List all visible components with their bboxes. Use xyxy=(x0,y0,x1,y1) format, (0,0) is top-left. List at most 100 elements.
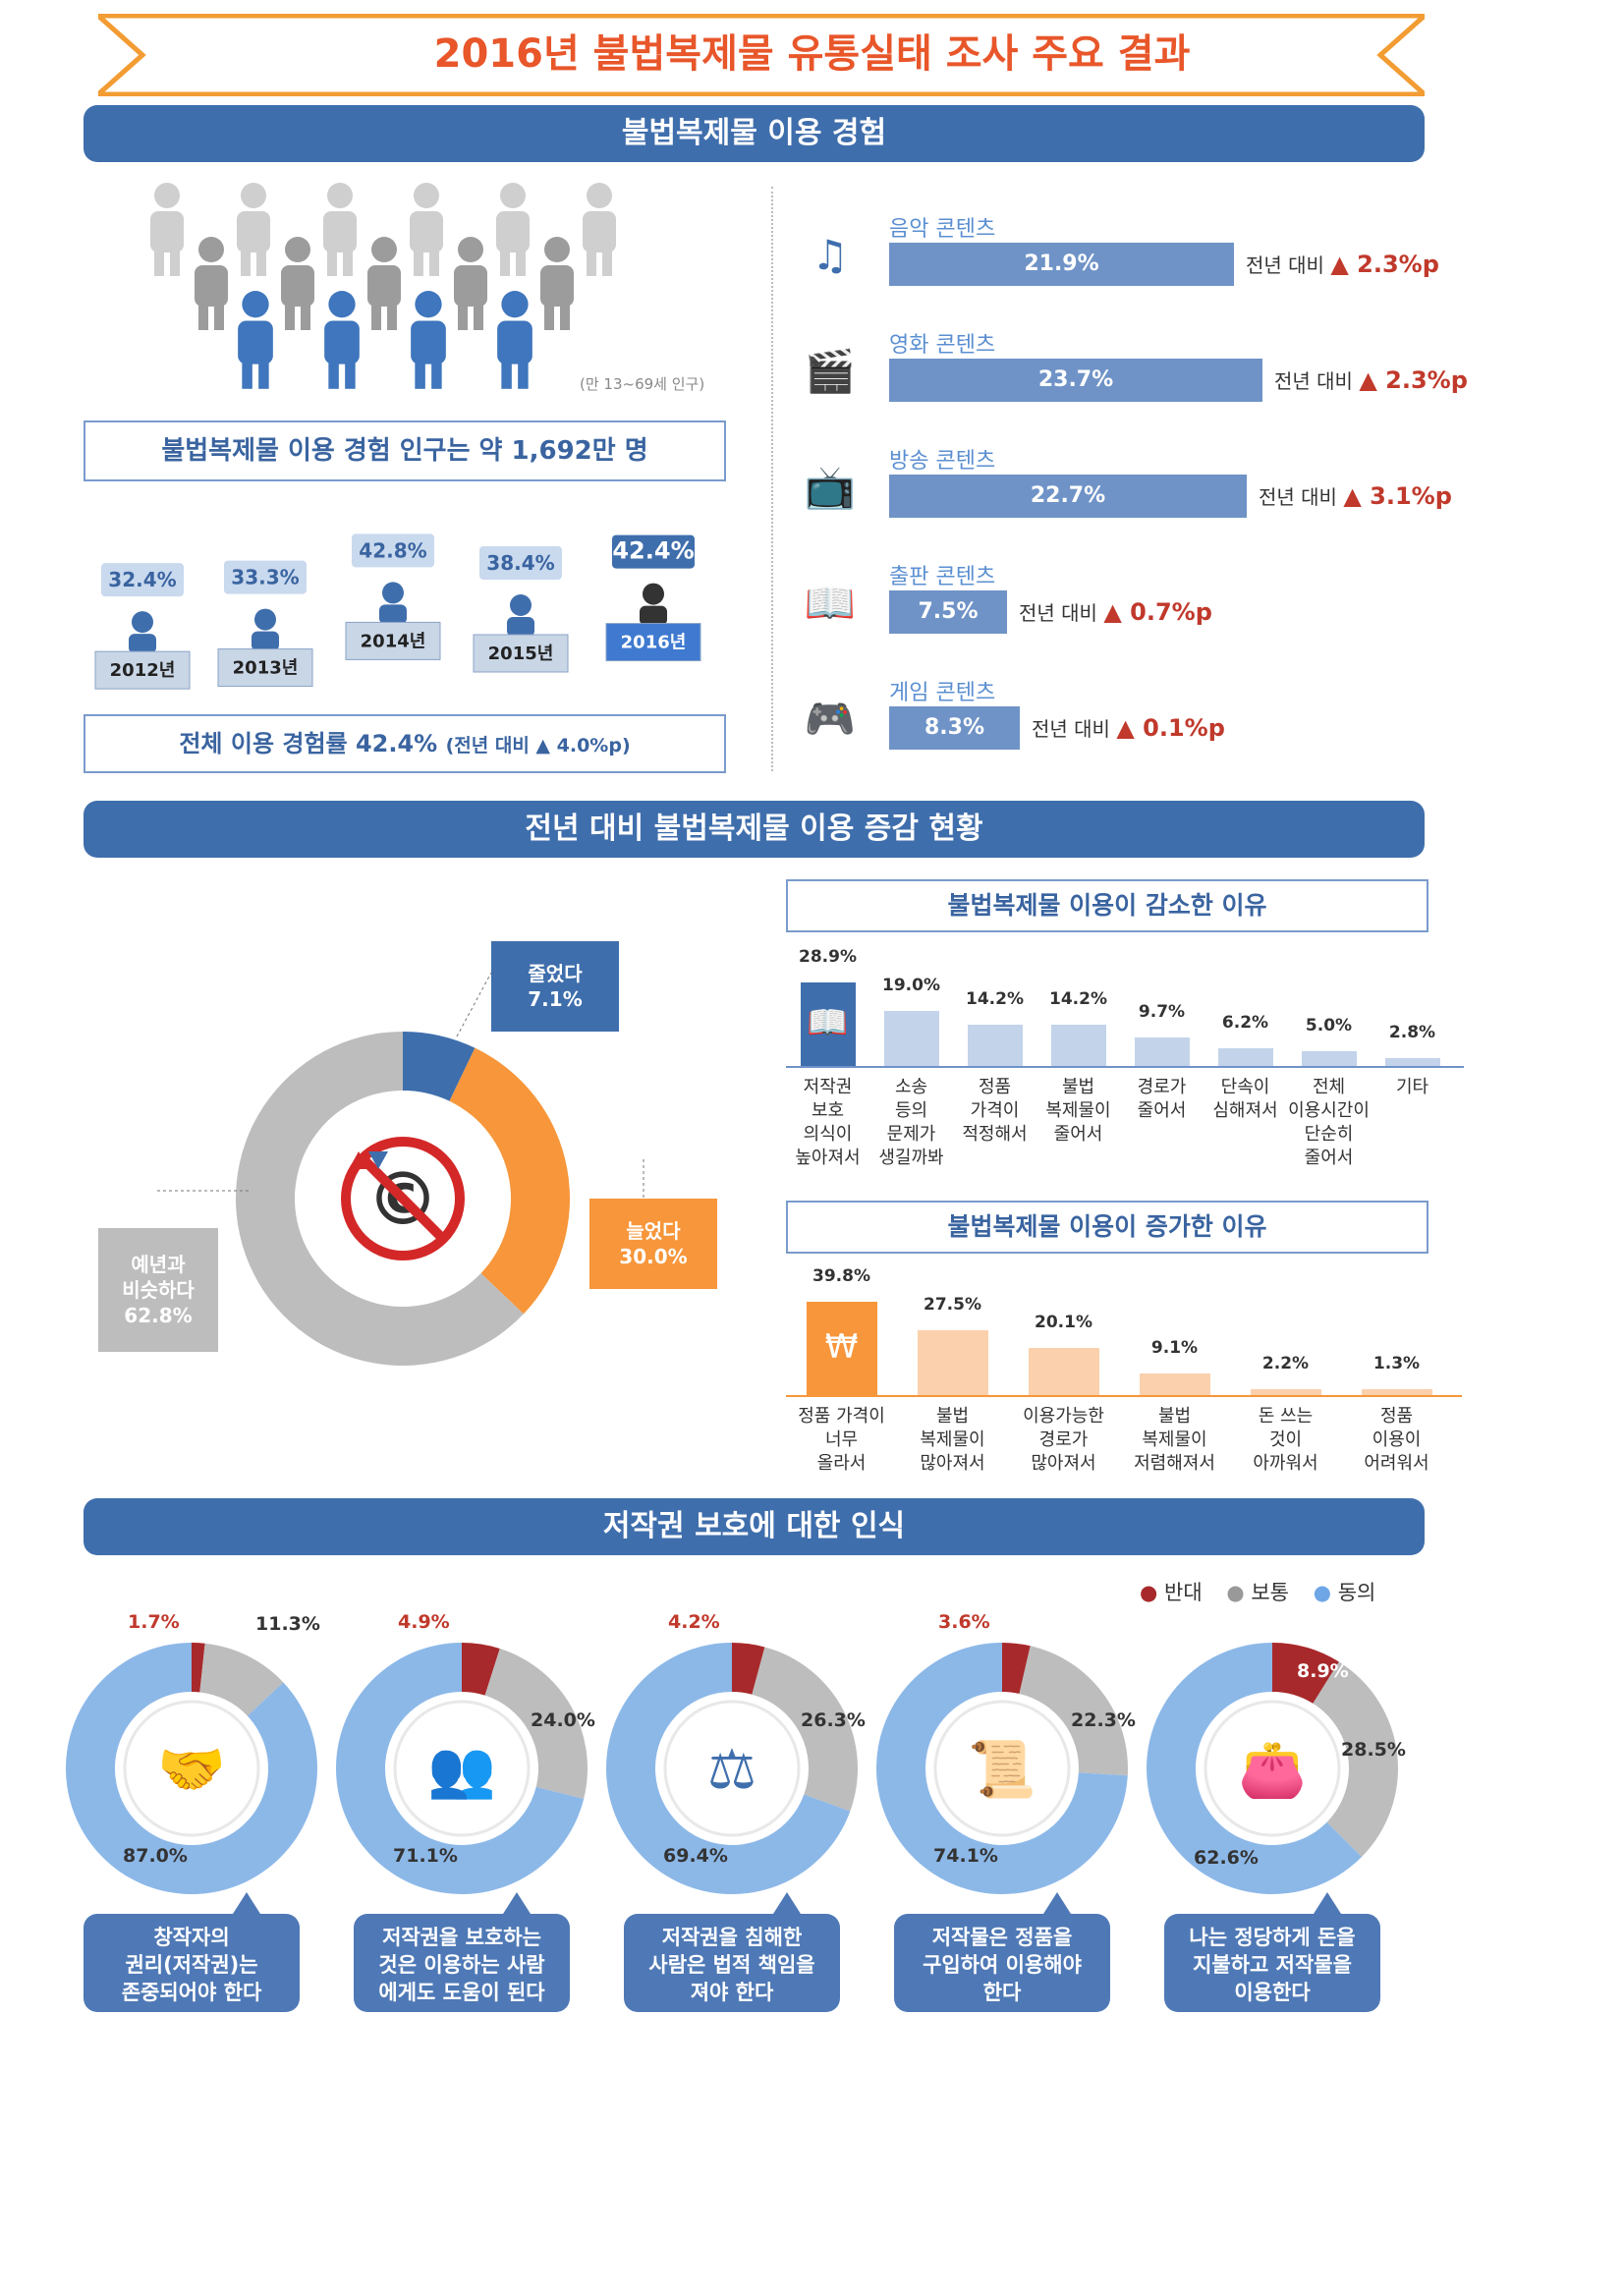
reason-value: 14.2% xyxy=(1049,989,1107,1009)
year-pct-box xyxy=(479,546,562,580)
person-leg xyxy=(474,301,483,330)
reason-value: 39.8% xyxy=(812,1266,870,1286)
statement-line: 한다 xyxy=(982,1981,1022,2004)
statement-line: 구입하여 이용해야 xyxy=(923,1953,1082,1977)
reason-label-line: 생길까봐 xyxy=(878,1148,944,1168)
person-body xyxy=(323,211,357,252)
reason-label-line: 경로가 xyxy=(1137,1077,1187,1097)
donut-segment xyxy=(199,1643,284,1716)
certificate-icon: 📜 xyxy=(968,1738,1036,1802)
change-prefix: 전년 대비 xyxy=(1246,253,1331,277)
reason-bar xyxy=(1028,1348,1099,1395)
legend-neutral: 보통 xyxy=(1251,1581,1289,1604)
reason-label-line: 줄어서 xyxy=(1304,1148,1354,1168)
person-icon xyxy=(281,237,314,330)
donut-segment xyxy=(192,1643,205,1693)
person-icon xyxy=(583,183,616,276)
reason-label-line: 정품 xyxy=(1379,1406,1414,1427)
perception-donut: 👛 xyxy=(1147,1643,1398,1894)
perception-donut: 🤝 xyxy=(65,1643,317,1894)
person-leg xyxy=(256,247,266,276)
agree-label: 87.0% xyxy=(123,1845,188,1867)
year-figure: 2012년 32.4% xyxy=(94,563,191,690)
person-leg xyxy=(371,301,381,330)
year-label: 2014년 xyxy=(361,631,426,651)
donut-segment xyxy=(1313,1661,1398,1857)
statement-bubble: 창작자의 권리(저작권)는 존중되어야 한다 xyxy=(84,1892,300,2012)
reason-value: 2.8% xyxy=(1388,1023,1436,1042)
person-head xyxy=(501,291,529,318)
content-bar: 23.7% xyxy=(889,359,1262,402)
reason-bar xyxy=(967,1025,1023,1066)
reason-label-line: 가격이 xyxy=(970,1100,1020,1121)
reader-body xyxy=(640,605,667,626)
reason-label-line: 단속이 xyxy=(1220,1077,1270,1097)
person-leg xyxy=(170,247,180,276)
axis-line xyxy=(786,1066,1464,1068)
column-divider xyxy=(771,187,773,771)
content-bar: 21.9% xyxy=(889,243,1234,286)
statement-line: 사람은 법적 책임을 xyxy=(648,1953,815,1977)
reason-bar xyxy=(917,1330,988,1395)
change-value: ▲ 2.3%p xyxy=(1359,366,1468,394)
year-label: 2013년 xyxy=(233,658,299,679)
reason-value: 14.2% xyxy=(966,989,1024,1009)
year-figure: 2013년 33.3% xyxy=(217,560,313,688)
person-body xyxy=(583,211,616,252)
person-head xyxy=(285,237,310,262)
reason-label: 경로가 줄어서 xyxy=(1120,1076,1204,1123)
person-leg xyxy=(345,358,356,389)
movie-icon: 🎬 xyxy=(804,347,857,395)
reason-bar xyxy=(1217,1048,1273,1066)
reason-bar xyxy=(1139,1373,1210,1395)
year-pct-label: 33.3% xyxy=(231,566,299,589)
donut-segment xyxy=(732,1643,765,1695)
person-body xyxy=(497,320,532,364)
person-icon xyxy=(410,183,443,276)
person-leg xyxy=(387,301,397,330)
person-icon xyxy=(150,183,184,276)
callout-label: 늘었다 xyxy=(626,1219,681,1243)
person-leg xyxy=(516,247,526,276)
content-change: 전년 대비 ▲ 3.1%p xyxy=(1259,475,1452,519)
perception-donuts: 🤝 1.7% 11.3% 87.0% 창작자의 권리(저작권)는 존중되어야 한다 👥 4.9%… xyxy=(59,1601,1454,2034)
legend-dot-oppose: ● xyxy=(1140,1581,1158,1604)
reason-label-line: 보호 xyxy=(811,1100,845,1121)
statement-line: 나는 정당하게 돈을 xyxy=(1189,1926,1356,1949)
content-change: 전년 대비 ▲ 0.7%p xyxy=(1019,590,1212,635)
reader-head xyxy=(132,611,153,634)
year-pct-box xyxy=(224,560,307,594)
reason-value: 1.3% xyxy=(1372,1354,1421,1373)
person-head xyxy=(154,183,180,208)
reason-label-line: 아까워서 xyxy=(1253,1453,1318,1474)
year-pct-label: 42.8% xyxy=(359,538,426,562)
statement-line: 저작물은 정품을 xyxy=(931,1926,1073,1949)
year-figure: 2016년 42.4% xyxy=(605,534,701,662)
reason-label-line: 불법 xyxy=(935,1406,970,1427)
change-value: ▲ 2.3%p xyxy=(1330,251,1439,278)
content-category-label: 음악 콘텐츠 xyxy=(889,217,996,242)
person-body xyxy=(454,265,487,307)
reason-label-line: 등의 xyxy=(894,1100,928,1121)
person-head xyxy=(415,291,442,318)
reason-label-line: 복제물이 xyxy=(1045,1100,1111,1121)
donut-slice xyxy=(403,1032,476,1101)
total-rate-change: (전년 대비 ▲ 4.0%p) xyxy=(445,735,631,756)
reason-value: 2.2% xyxy=(1261,1354,1310,1373)
content-bar: 22.7% xyxy=(889,475,1247,518)
content-category-label: 방송 콘텐츠 xyxy=(889,449,996,474)
person-head xyxy=(328,291,356,318)
neutral-label: 24.0% xyxy=(531,1709,595,1731)
reason-label-line: 정품 xyxy=(978,1077,1012,1097)
reason-label-line: 어려워서 xyxy=(1364,1453,1429,1474)
decrease-reasons-chart: 📖 28.9% 저작권 보호 의식이 높아져서 19.0% 소송 등의 문제가 생길까봐 14.2% 정… xyxy=(786,938,1464,1194)
year-pct-label: 42.4% xyxy=(612,537,694,565)
reader-head xyxy=(510,594,532,616)
oppose-label: 4.2% xyxy=(668,1611,720,1633)
people-exchange-icon: 👥 xyxy=(427,1738,496,1802)
reason-label-line: 이용이 xyxy=(1372,1429,1422,1450)
donut-center xyxy=(933,1700,1071,1837)
person-icon xyxy=(496,183,530,276)
money-bag-icon: ₩ xyxy=(824,1326,859,1367)
reason-bar xyxy=(1050,1025,1106,1066)
